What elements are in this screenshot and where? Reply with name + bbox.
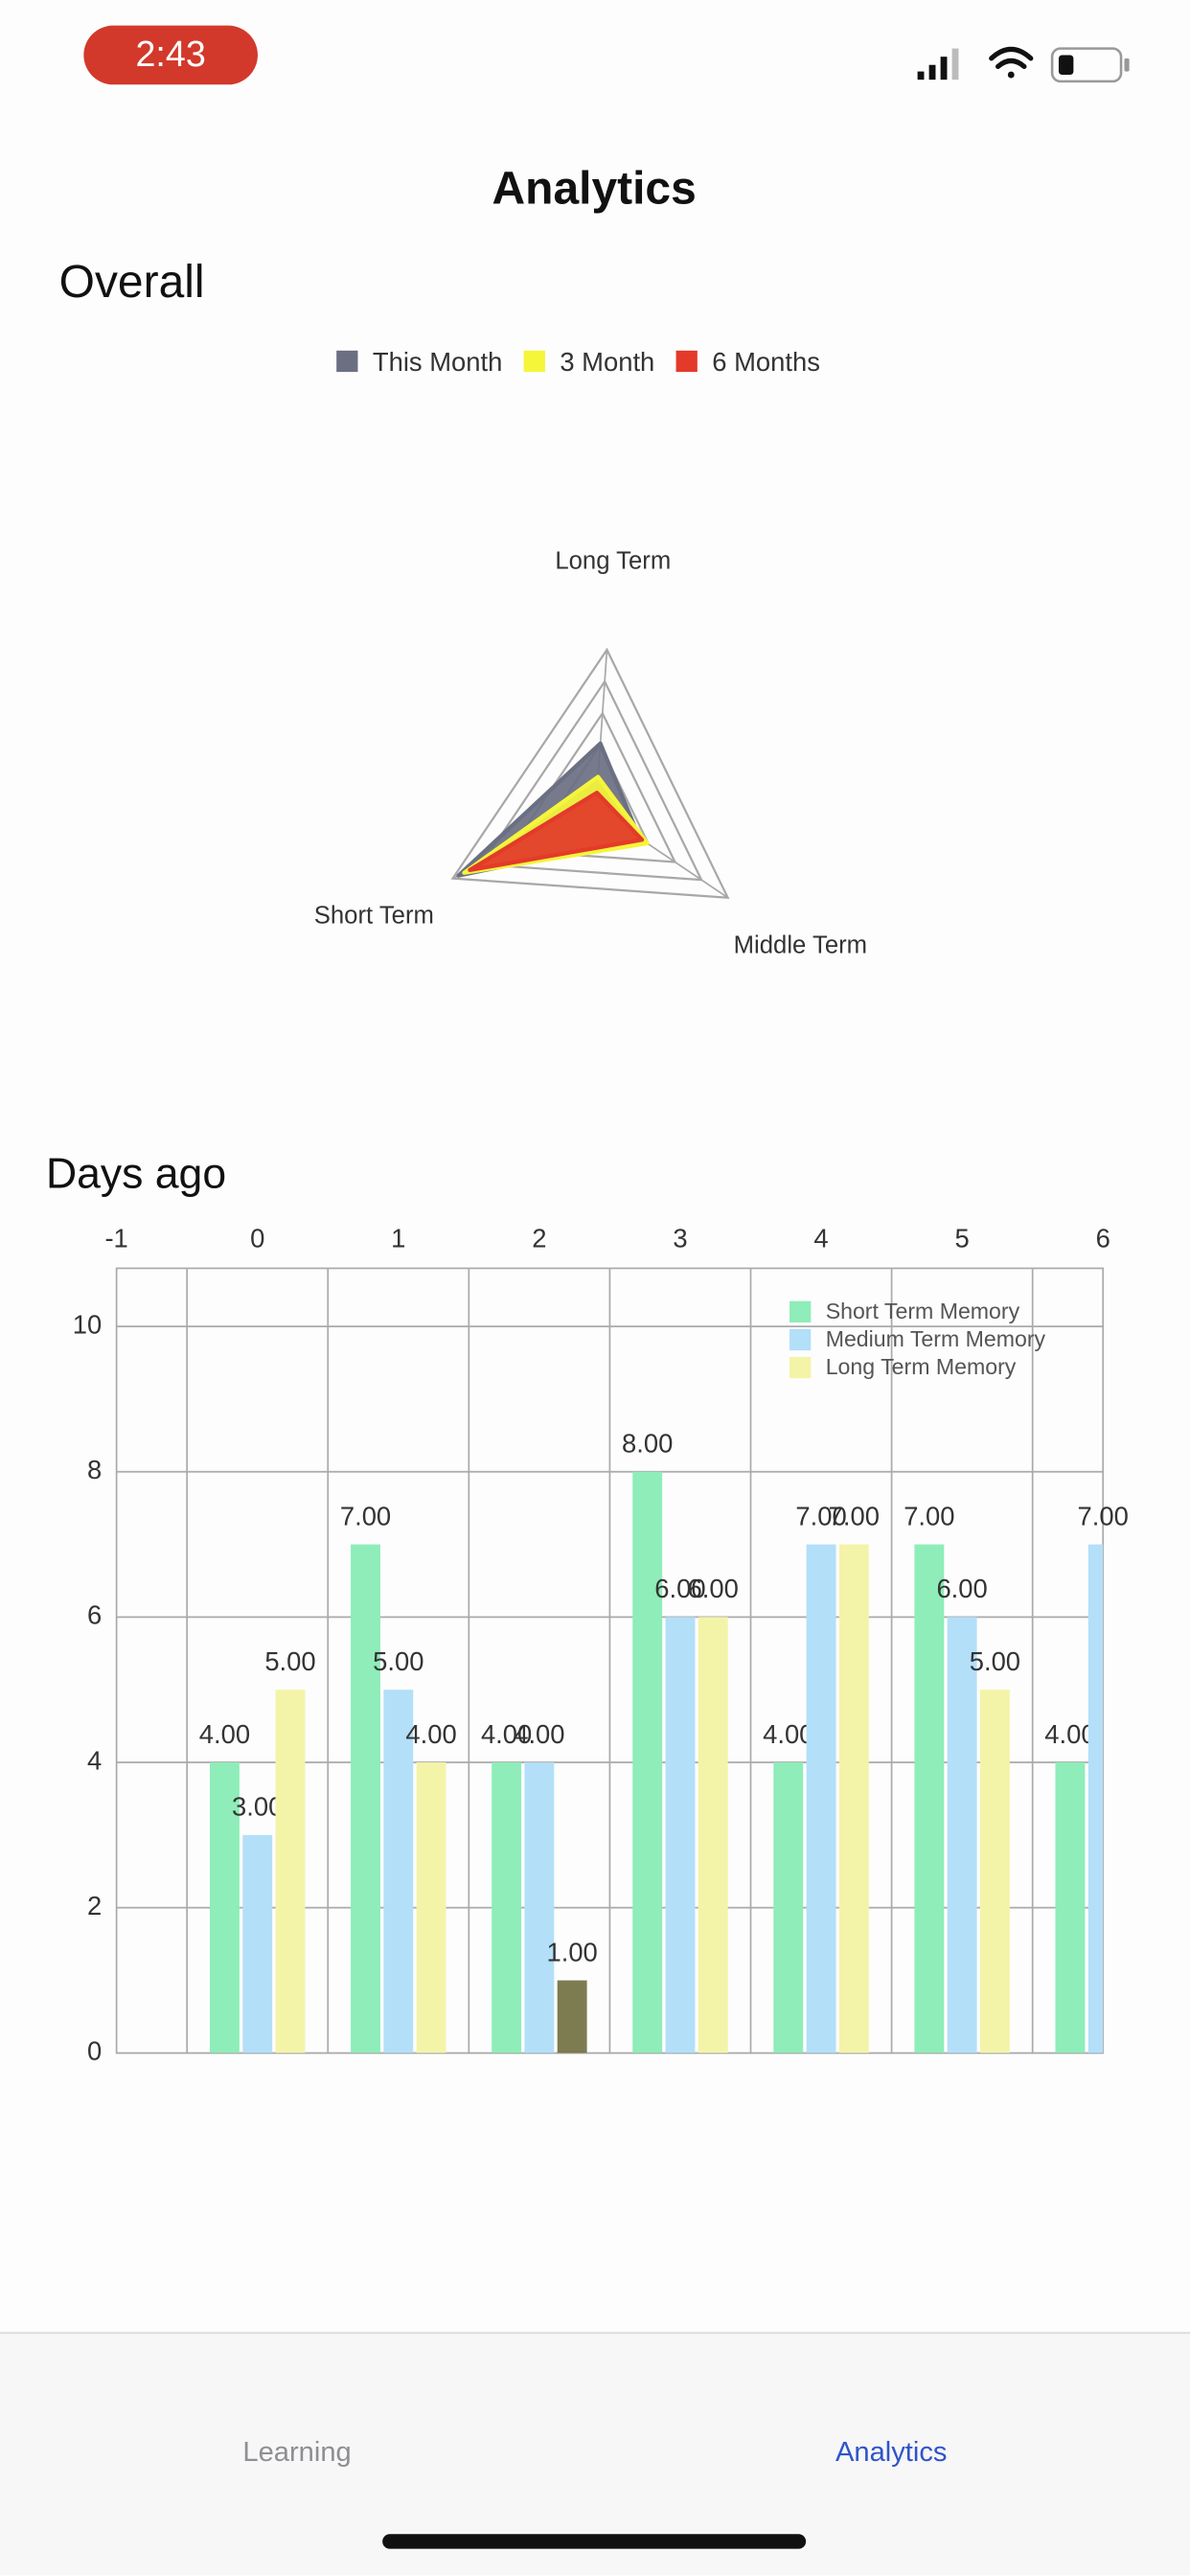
- y-tick-label: 10: [73, 1309, 102, 1339]
- value-label: 6.00: [688, 1574, 739, 1603]
- legend-swatch: [336, 350, 358, 373]
- radar-area: [468, 791, 645, 873]
- legend-swatch: [790, 1328, 812, 1351]
- time-pill: [83, 25, 258, 85]
- bar: [416, 1762, 446, 2054]
- bar: [557, 1980, 587, 2054]
- bar: [665, 1617, 696, 2054]
- y-tick-label: 2: [87, 1891, 102, 1920]
- bar: [383, 1690, 414, 2054]
- bar: [1087, 1544, 1104, 2054]
- value-label: 8.00: [622, 1429, 673, 1459]
- value-label: 4.00: [481, 1719, 532, 1749]
- value-label: 7.00: [829, 1501, 880, 1530]
- legend-swatch: [790, 1300, 812, 1322]
- x-tick-label: -1: [104, 1224, 127, 1254]
- x-tick-label: 4: [813, 1224, 828, 1254]
- battery-icon: [1050, 47, 1130, 83]
- chart-title: Days ago: [46, 1150, 226, 1197]
- y-tick-label: 8: [87, 1455, 102, 1484]
- x-tick-label: 2: [532, 1224, 546, 1254]
- bar: [806, 1544, 836, 2054]
- radar-chart: This Month 3 Month 6 Months Long Term Middle…: [314, 347, 867, 959]
- value-label: 7.00: [340, 1501, 391, 1530]
- x-tick-label: 6: [1096, 1224, 1110, 1254]
- tab-learning[interactable]: Learning: [242, 2437, 351, 2468]
- page-title: Analytics: [492, 163, 697, 214]
- radar-ring: [479, 678, 703, 882]
- bar: [947, 1617, 977, 2054]
- x-tick-label: 0: [250, 1224, 264, 1254]
- value-label: 6.00: [936, 1574, 987, 1603]
- value-label: 4.00: [763, 1719, 813, 1749]
- legend-label: 6 Months: [712, 347, 820, 377]
- value-label: 7.00: [904, 1501, 954, 1530]
- legend-swatch: [523, 350, 545, 373]
- radar-axis-label: Short Term: [314, 902, 434, 929]
- value-label: 3.00: [232, 1792, 283, 1822]
- value-label: 1.00: [546, 1937, 597, 1966]
- value-label: 5.00: [970, 1646, 1020, 1676]
- home-indicator: [382, 2534, 807, 2549]
- value-label: 5.00: [264, 1646, 315, 1676]
- value-label: 7.00: [1078, 1501, 1129, 1530]
- bar: [492, 1762, 522, 2054]
- bar: [632, 1471, 663, 2054]
- bar: [979, 1690, 1010, 2054]
- value-label: 4.00: [199, 1719, 250, 1749]
- tab-analytics[interactable]: Analytics: [835, 2437, 947, 2468]
- bar: [242, 1834, 273, 2054]
- y-tick-label: 6: [87, 1600, 102, 1630]
- legend-label: 3 Month: [560, 347, 654, 377]
- bar: [698, 1617, 728, 2054]
- value-label: 4.00: [405, 1719, 456, 1749]
- bar: [838, 1544, 869, 2054]
- bar: [275, 1690, 306, 2054]
- bar: [209, 1762, 240, 2054]
- radar-axis-label: Long Term: [555, 548, 671, 575]
- legend-label: This Month: [373, 347, 502, 377]
- x-tick-label: 3: [673, 1224, 687, 1254]
- x-tick-label: 5: [955, 1224, 970, 1254]
- wifi-icon: [989, 46, 1034, 79]
- value-label: 6.00: [654, 1574, 705, 1603]
- radar-axis-label: Middle Term: [734, 932, 867, 959]
- legend-label: Medium Term Memory: [826, 1326, 1046, 1351]
- value-label: 4.00: [514, 1719, 564, 1749]
- value-label: 7.00: [795, 1501, 846, 1530]
- legend-label: Short Term Memory: [826, 1299, 1020, 1323]
- bar: [351, 1544, 380, 2054]
- radar-ring: [450, 647, 730, 899]
- value-label: 5.00: [373, 1646, 423, 1676]
- value-label: 4.00: [1044, 1719, 1095, 1749]
- section-title: Overall: [59, 257, 205, 308]
- bar: [524, 1762, 555, 2054]
- bar: [914, 1544, 945, 2054]
- signal-icon: [917, 48, 959, 80]
- bar-chart: Days ago 0 2 4 6 8 10 -1 0 1 2 3 4 5 6 4.00 7.00 4.00 8.00…: [46, 1150, 1129, 2065]
- x-tick-label: 1: [391, 1224, 405, 1254]
- bar: [773, 1762, 804, 2054]
- legend-swatch: [790, 1356, 812, 1379]
- legend-swatch: [675, 350, 698, 373]
- bar: [1055, 1762, 1086, 2054]
- status-time: 2:43: [135, 34, 205, 74]
- y-tick-label: 4: [87, 1745, 102, 1775]
- y-tick-label: 0: [87, 2036, 102, 2066]
- legend-label: Long Term Memory: [826, 1354, 1017, 1379]
